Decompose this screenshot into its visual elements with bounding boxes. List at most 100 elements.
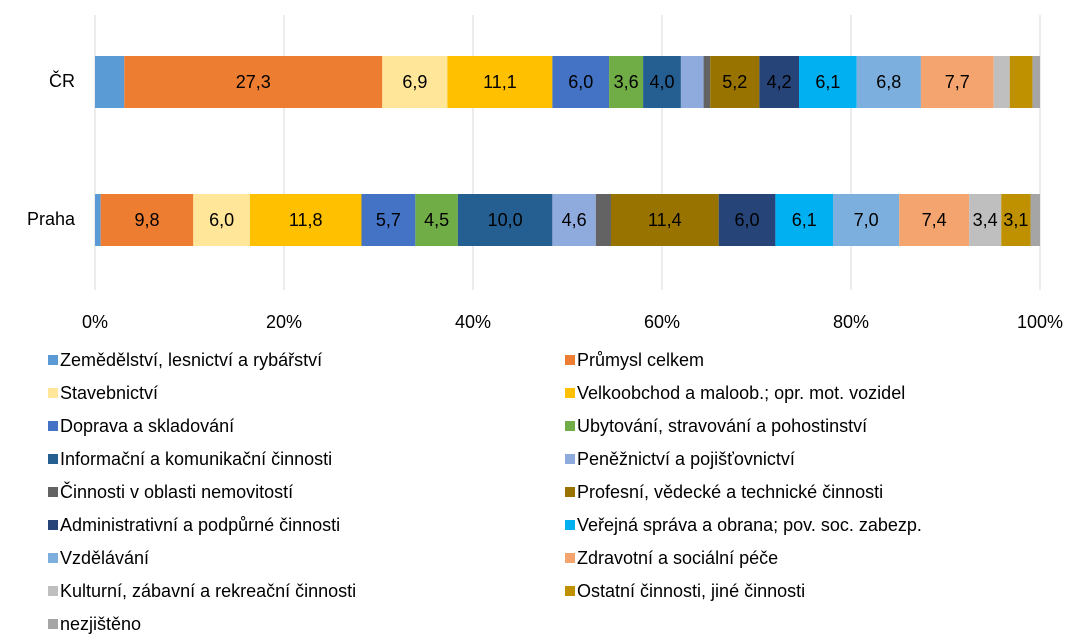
bar-segment: [609, 56, 644, 108]
legend-swatch: [48, 421, 58, 431]
bar-segment: [552, 194, 596, 246]
legend-label: Veřejná správa a obrana; pov. soc. zabez…: [577, 515, 922, 535]
legend-swatch: [48, 553, 58, 563]
bar-segment: [95, 194, 101, 246]
bar-segment: [1009, 56, 1033, 108]
data-label: 27,3: [236, 72, 271, 92]
data-label: 4,6: [562, 210, 587, 230]
bar-segment: [361, 194, 416, 246]
legend-label: Ostatní činnosti, jiné činnosti: [577, 581, 805, 601]
x-tick-label: 20%: [266, 312, 302, 332]
legend-label: Průmysl celkem: [577, 350, 704, 370]
legend-swatch: [48, 520, 58, 530]
data-label: 4,2: [767, 72, 792, 92]
bar-segment: [680, 56, 704, 108]
data-label: 5,7: [376, 210, 401, 230]
legend-swatch: [565, 553, 575, 563]
legend-swatch: [48, 586, 58, 596]
x-tick-label: 40%: [455, 312, 491, 332]
bar-segment: [95, 56, 125, 108]
data-label: 6,8: [876, 72, 901, 92]
data-label: 6,0: [735, 210, 760, 230]
legend-swatch: [565, 421, 575, 431]
data-label: 9,8: [134, 210, 159, 230]
bar-segment: [415, 194, 458, 246]
data-label: 7,7: [945, 72, 970, 92]
y-tick-label: Praha: [27, 209, 76, 229]
bar-segment: [457, 194, 553, 246]
legend-swatch: [565, 520, 575, 530]
legend-label: Vzdělávání: [60, 548, 149, 568]
bar-segment: [856, 56, 921, 108]
bar-segment: [447, 56, 553, 108]
data-label: 4,5: [424, 210, 449, 230]
data-label: 11,1: [483, 72, 517, 92]
bar-segment: [759, 56, 800, 108]
legend-label: Stavebnictví: [60, 383, 158, 403]
bar-segment: [993, 56, 1010, 108]
legend-swatch: [565, 388, 575, 398]
data-label: 6,1: [792, 210, 817, 230]
data-label: 3,6: [614, 72, 639, 92]
bar-segment: [799, 56, 857, 108]
bar-segment: [969, 194, 1002, 246]
bar-segment: [920, 56, 994, 108]
bar-segment: [775, 194, 834, 246]
legend-swatch: [48, 487, 58, 497]
legend-swatch: [565, 454, 575, 464]
x-tick-label: 100%: [1017, 312, 1063, 332]
legend-label: Doprava a skladování: [60, 416, 234, 436]
bar-segment: [382, 56, 448, 108]
data-label: 6,1: [815, 72, 840, 92]
x-tick-label: 60%: [644, 312, 680, 332]
bar-segment: [718, 194, 776, 246]
legend-swatch: [48, 388, 58, 398]
legend-swatch: [48, 454, 58, 464]
bar-segment: [710, 56, 760, 108]
bar-segment: [124, 56, 383, 108]
x-tick-label: 80%: [833, 312, 869, 332]
legend-label: Kulturní, zábavní a rekreační činnosti: [60, 581, 356, 601]
data-label: 4,0: [649, 72, 674, 92]
data-label: 6,0: [209, 210, 234, 230]
bar-segment: [552, 56, 610, 108]
legend-label: Informační a komunikační činnosti: [60, 449, 332, 469]
legend-label: Zemědělství, lesnictví a rybářství: [60, 350, 322, 370]
data-label: 7,4: [922, 210, 947, 230]
legend-swatch: [565, 487, 575, 497]
bar-segment: [1030, 194, 1040, 246]
legend-swatch: [48, 619, 58, 629]
data-label: 7,0: [854, 210, 879, 230]
legend-label: nezjištěno: [60, 614, 141, 634]
bar-segment: [899, 194, 970, 246]
legend-swatch: [48, 355, 58, 365]
data-label: 10,0: [488, 210, 523, 230]
bar-segment: [1032, 56, 1040, 108]
legend-label: Peněžnictví a pojišťovnictví: [577, 449, 795, 469]
bar-segment: [703, 56, 711, 108]
y-tick-label: ČR: [49, 70, 75, 91]
legend-label: Profesní, vědecké a technické činnosti: [577, 482, 883, 502]
bar-segment: [643, 56, 681, 108]
bar-segment: [249, 194, 362, 246]
x-tick-label: 0%: [82, 312, 108, 332]
bar-segment: [1001, 194, 1031, 246]
data-label: 6,0: [568, 72, 593, 92]
data-label: 11,4: [648, 210, 682, 230]
bar-segment: [595, 194, 611, 246]
legend-label: Ubytování, stravování a pohostinství: [577, 416, 867, 436]
bar-segment: [100, 194, 194, 246]
legend-label: Činnosti v oblasti nemovitostí: [60, 481, 293, 502]
legend-label: Administrativní a podpůrné činnosti: [60, 515, 340, 535]
legend-swatch: [565, 586, 575, 596]
bar-segment: [610, 194, 719, 246]
data-label: 3,4: [973, 210, 998, 230]
bar-segment: [193, 194, 250, 246]
legend-label: Velkoobchod a maloob.; opr. mot. vozidel: [577, 383, 905, 403]
data-label: 11,8: [289, 210, 323, 230]
bar-segment: [833, 194, 900, 246]
legend-swatch: [565, 355, 575, 365]
data-label: 6,9: [402, 72, 427, 92]
legend-label: Zdravotní a sociální péče: [577, 548, 778, 568]
